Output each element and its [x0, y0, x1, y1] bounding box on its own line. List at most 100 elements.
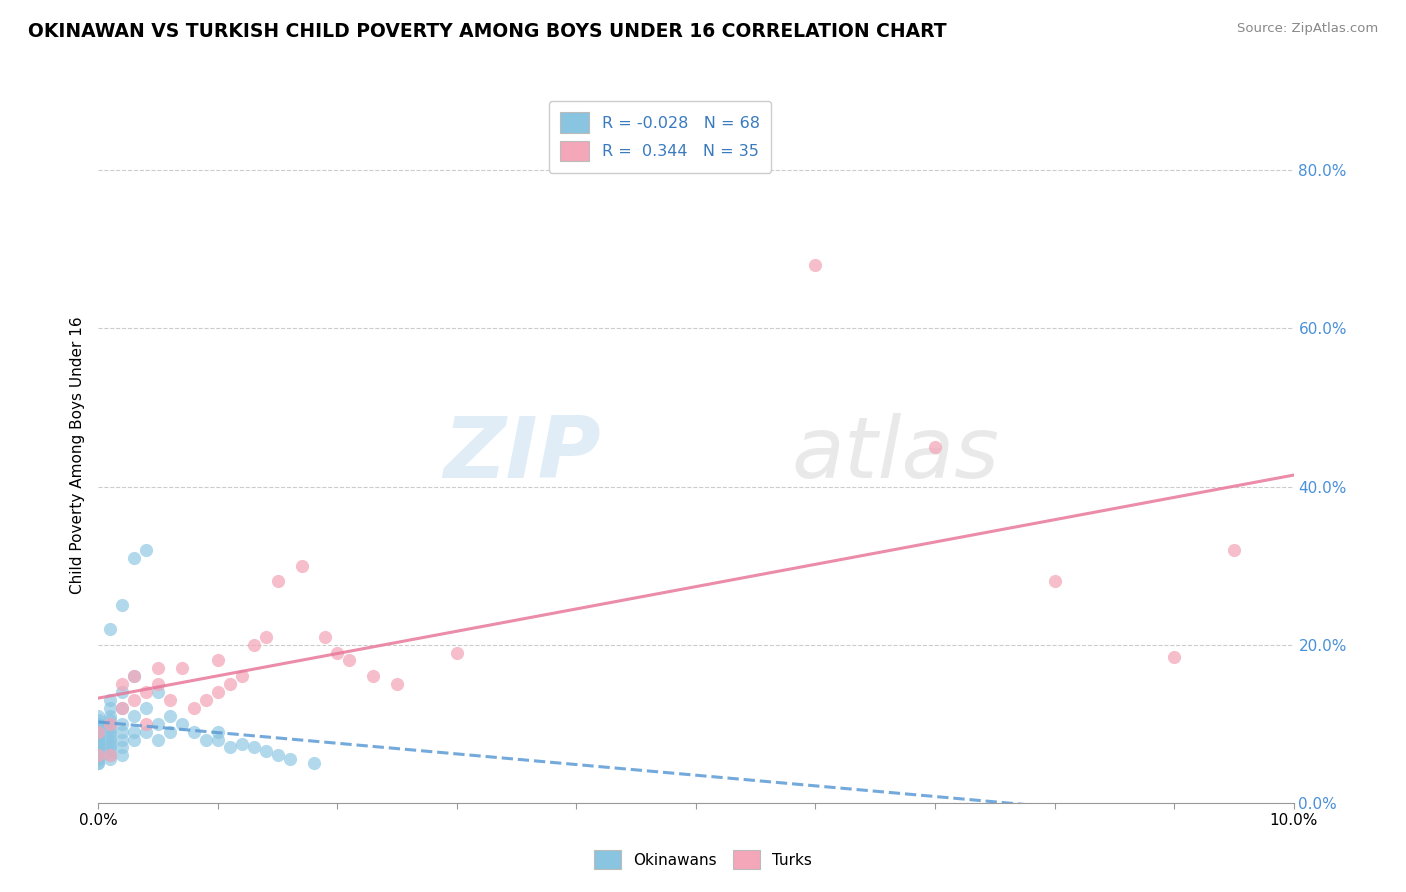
- Point: [124, 669, 146, 683]
- Point: [183, 724, 205, 739]
- Point: [87, 713, 110, 727]
- Point: [159, 693, 181, 707]
- Point: [87, 732, 110, 747]
- Point: [291, 558, 314, 573]
- Point: [87, 708, 110, 723]
- Point: [207, 732, 229, 747]
- Point: [924, 440, 946, 454]
- Point: [219, 677, 242, 691]
- Point: [100, 622, 122, 636]
- Point: [159, 724, 181, 739]
- Point: [172, 661, 194, 675]
- Point: [267, 748, 290, 763]
- Point: [100, 716, 122, 731]
- Point: [100, 693, 122, 707]
- Point: [111, 685, 134, 699]
- Point: [1043, 574, 1066, 589]
- Point: [87, 737, 110, 751]
- Point: [87, 752, 110, 766]
- Point: [111, 748, 134, 763]
- Point: [100, 732, 122, 747]
- Point: [135, 716, 157, 731]
- Point: [87, 724, 110, 739]
- Point: [87, 716, 110, 731]
- Text: Source: ZipAtlas.com: Source: ZipAtlas.com: [1237, 22, 1378, 36]
- Point: [100, 737, 122, 751]
- Point: [159, 708, 181, 723]
- Point: [87, 740, 110, 755]
- Point: [111, 724, 134, 739]
- Point: [254, 744, 277, 758]
- Point: [254, 630, 277, 644]
- Point: [100, 729, 122, 743]
- Point: [195, 732, 218, 747]
- Point: [87, 732, 110, 747]
- Point: [100, 713, 122, 727]
- Point: [363, 669, 385, 683]
- Point: [172, 716, 194, 731]
- Point: [87, 724, 110, 739]
- Point: [267, 574, 290, 589]
- Point: [124, 724, 146, 739]
- Point: [231, 737, 253, 751]
- Point: [111, 701, 134, 715]
- Point: [243, 740, 266, 755]
- Point: [148, 677, 170, 691]
- Text: atlas: atlas: [792, 413, 1000, 497]
- Point: [243, 638, 266, 652]
- Point: [124, 732, 146, 747]
- Point: [111, 677, 134, 691]
- Point: [219, 740, 242, 755]
- Point: [111, 598, 134, 612]
- Point: [148, 685, 170, 699]
- Point: [87, 744, 110, 758]
- Point: [302, 756, 325, 771]
- Point: [231, 669, 253, 683]
- Y-axis label: Child Poverty Among Boys Under 16: Child Poverty Among Boys Under 16: [69, 316, 84, 594]
- Point: [87, 724, 110, 739]
- Point: [135, 542, 157, 557]
- Point: [1223, 542, 1246, 557]
- Point: [135, 685, 157, 699]
- Point: [100, 740, 122, 755]
- Point: [207, 724, 229, 739]
- Point: [87, 729, 110, 743]
- Point: [385, 677, 409, 691]
- Point: [87, 732, 110, 747]
- Point: [100, 748, 122, 763]
- Point: [111, 701, 134, 715]
- Point: [135, 724, 157, 739]
- Point: [100, 708, 122, 723]
- Point: [87, 716, 110, 731]
- Point: [124, 550, 146, 565]
- Legend: R = -0.028   N = 68, R =  0.344   N = 35: R = -0.028 N = 68, R = 0.344 N = 35: [550, 101, 770, 172]
- Point: [124, 708, 146, 723]
- Point: [1163, 649, 1185, 664]
- Point: [148, 716, 170, 731]
- Point: [100, 701, 122, 715]
- Text: OKINAWAN VS TURKISH CHILD POVERTY AMONG BOYS UNDER 16 CORRELATION CHART: OKINAWAN VS TURKISH CHILD POVERTY AMONG …: [28, 22, 946, 41]
- Point: [195, 693, 218, 707]
- Point: [87, 732, 110, 747]
- Point: [804, 258, 827, 272]
- Point: [339, 653, 360, 667]
- Legend: Okinawans, Turks: Okinawans, Turks: [588, 844, 818, 875]
- Point: [100, 744, 122, 758]
- Point: [100, 721, 122, 735]
- Point: [100, 724, 122, 739]
- Point: [87, 748, 110, 763]
- Point: [207, 653, 229, 667]
- Point: [124, 669, 146, 683]
- Point: [135, 701, 157, 715]
- Point: [100, 716, 122, 731]
- Point: [148, 732, 170, 747]
- Point: [87, 721, 110, 735]
- Point: [111, 740, 134, 755]
- Point: [87, 756, 110, 771]
- Point: [207, 685, 229, 699]
- Point: [446, 646, 468, 660]
- Point: [124, 693, 146, 707]
- Point: [148, 661, 170, 675]
- Point: [315, 630, 337, 644]
- Point: [111, 732, 134, 747]
